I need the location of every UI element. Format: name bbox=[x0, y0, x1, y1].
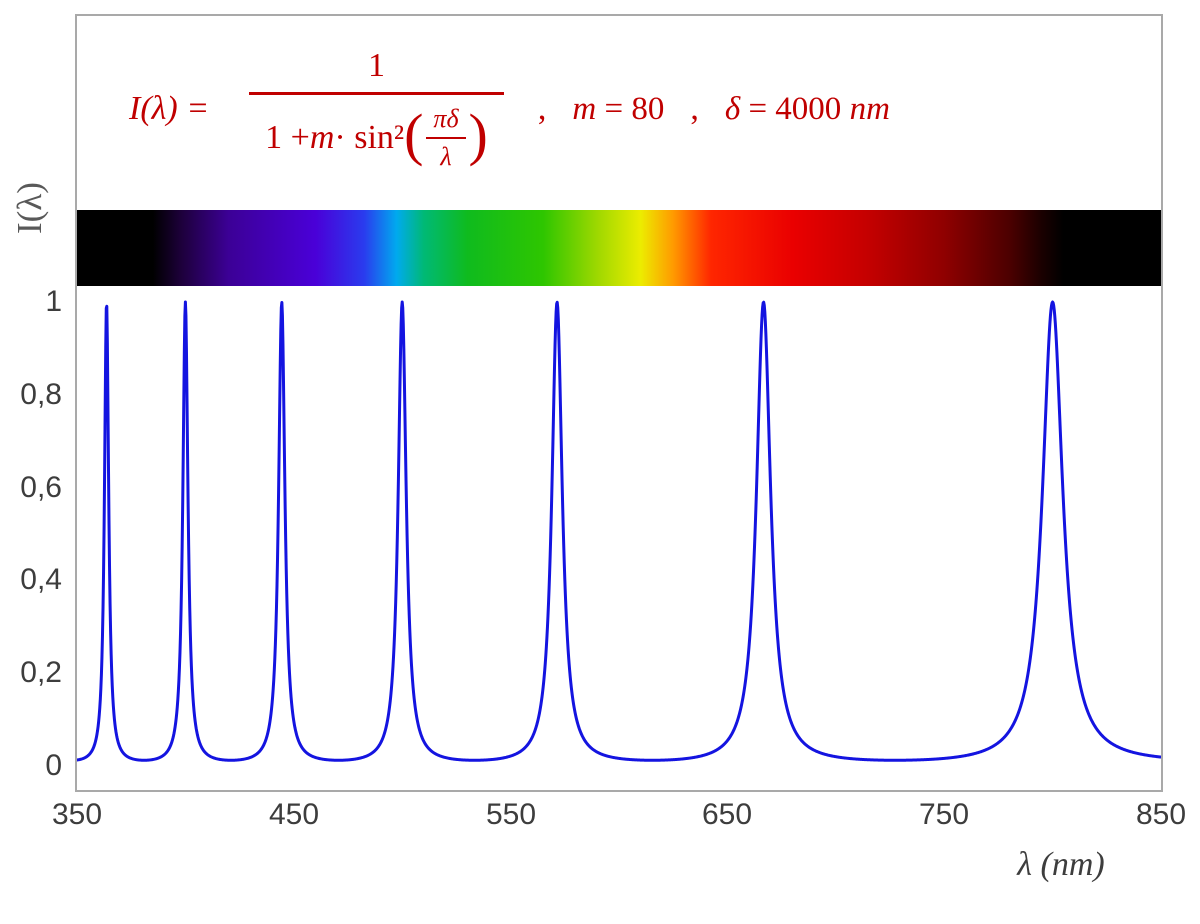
x-tick-label: 450 bbox=[268, 798, 320, 831]
curve-polyline bbox=[77, 300, 1161, 762]
param-m: m = 80 bbox=[572, 90, 665, 127]
denominator-sin-squared: · sin² bbox=[334, 118, 405, 156]
plot-frame: I(λ) = 1 1 + m · sin² ( πδ λ ) , m = 80 … bbox=[75, 14, 1163, 792]
formula-fraction: 1 1 + m · sin² ( πδ λ ) bbox=[249, 47, 504, 172]
x-tick-label: 550 bbox=[485, 798, 537, 831]
x-tick-label: 350 bbox=[51, 798, 103, 831]
intensity-curve bbox=[77, 300, 1161, 762]
spectrum-bar bbox=[77, 210, 1161, 286]
y-axis-title: I(λ) bbox=[10, 182, 49, 234]
y-tick-label: 0,6 bbox=[20, 471, 62, 504]
x-tick-label: 650 bbox=[701, 798, 753, 831]
open-paren: ( bbox=[404, 101, 424, 167]
x-tick-label: 750 bbox=[918, 798, 970, 831]
formula-lhs: I(λ) = bbox=[129, 90, 210, 127]
fraction-denominator: 1 + m · sin² ( πδ λ ) bbox=[249, 91, 504, 172]
x-tick-label: 850 bbox=[1135, 798, 1187, 831]
denominator-text: 1 + bbox=[265, 118, 310, 156]
y-tick-label: 0,4 bbox=[20, 563, 62, 596]
close-paren: ) bbox=[468, 101, 488, 167]
inner-denominator: λ bbox=[440, 141, 452, 171]
comma-separator: , bbox=[690, 90, 699, 127]
y-tick-label: 0,8 bbox=[20, 378, 62, 411]
formula: I(λ) = 1 1 + m · sin² ( πδ λ ) , m = 80 … bbox=[129, 24, 1153, 194]
y-tick-label: 0,2 bbox=[20, 656, 62, 689]
y-tick-label: 0 bbox=[45, 749, 62, 782]
param-delta: δ = 4000 nm bbox=[724, 90, 890, 127]
y-tick-label: 1 bbox=[45, 285, 62, 318]
fraction-numerator: 1 bbox=[368, 46, 385, 84]
comma-separator: , bbox=[537, 90, 547, 127]
inner-numerator: πδ bbox=[426, 104, 466, 139]
x-axis-title: λ (nm) bbox=[1017, 846, 1105, 883]
inner-fraction: πδ λ bbox=[426, 104, 466, 172]
denominator-variable-m: m bbox=[309, 118, 335, 156]
